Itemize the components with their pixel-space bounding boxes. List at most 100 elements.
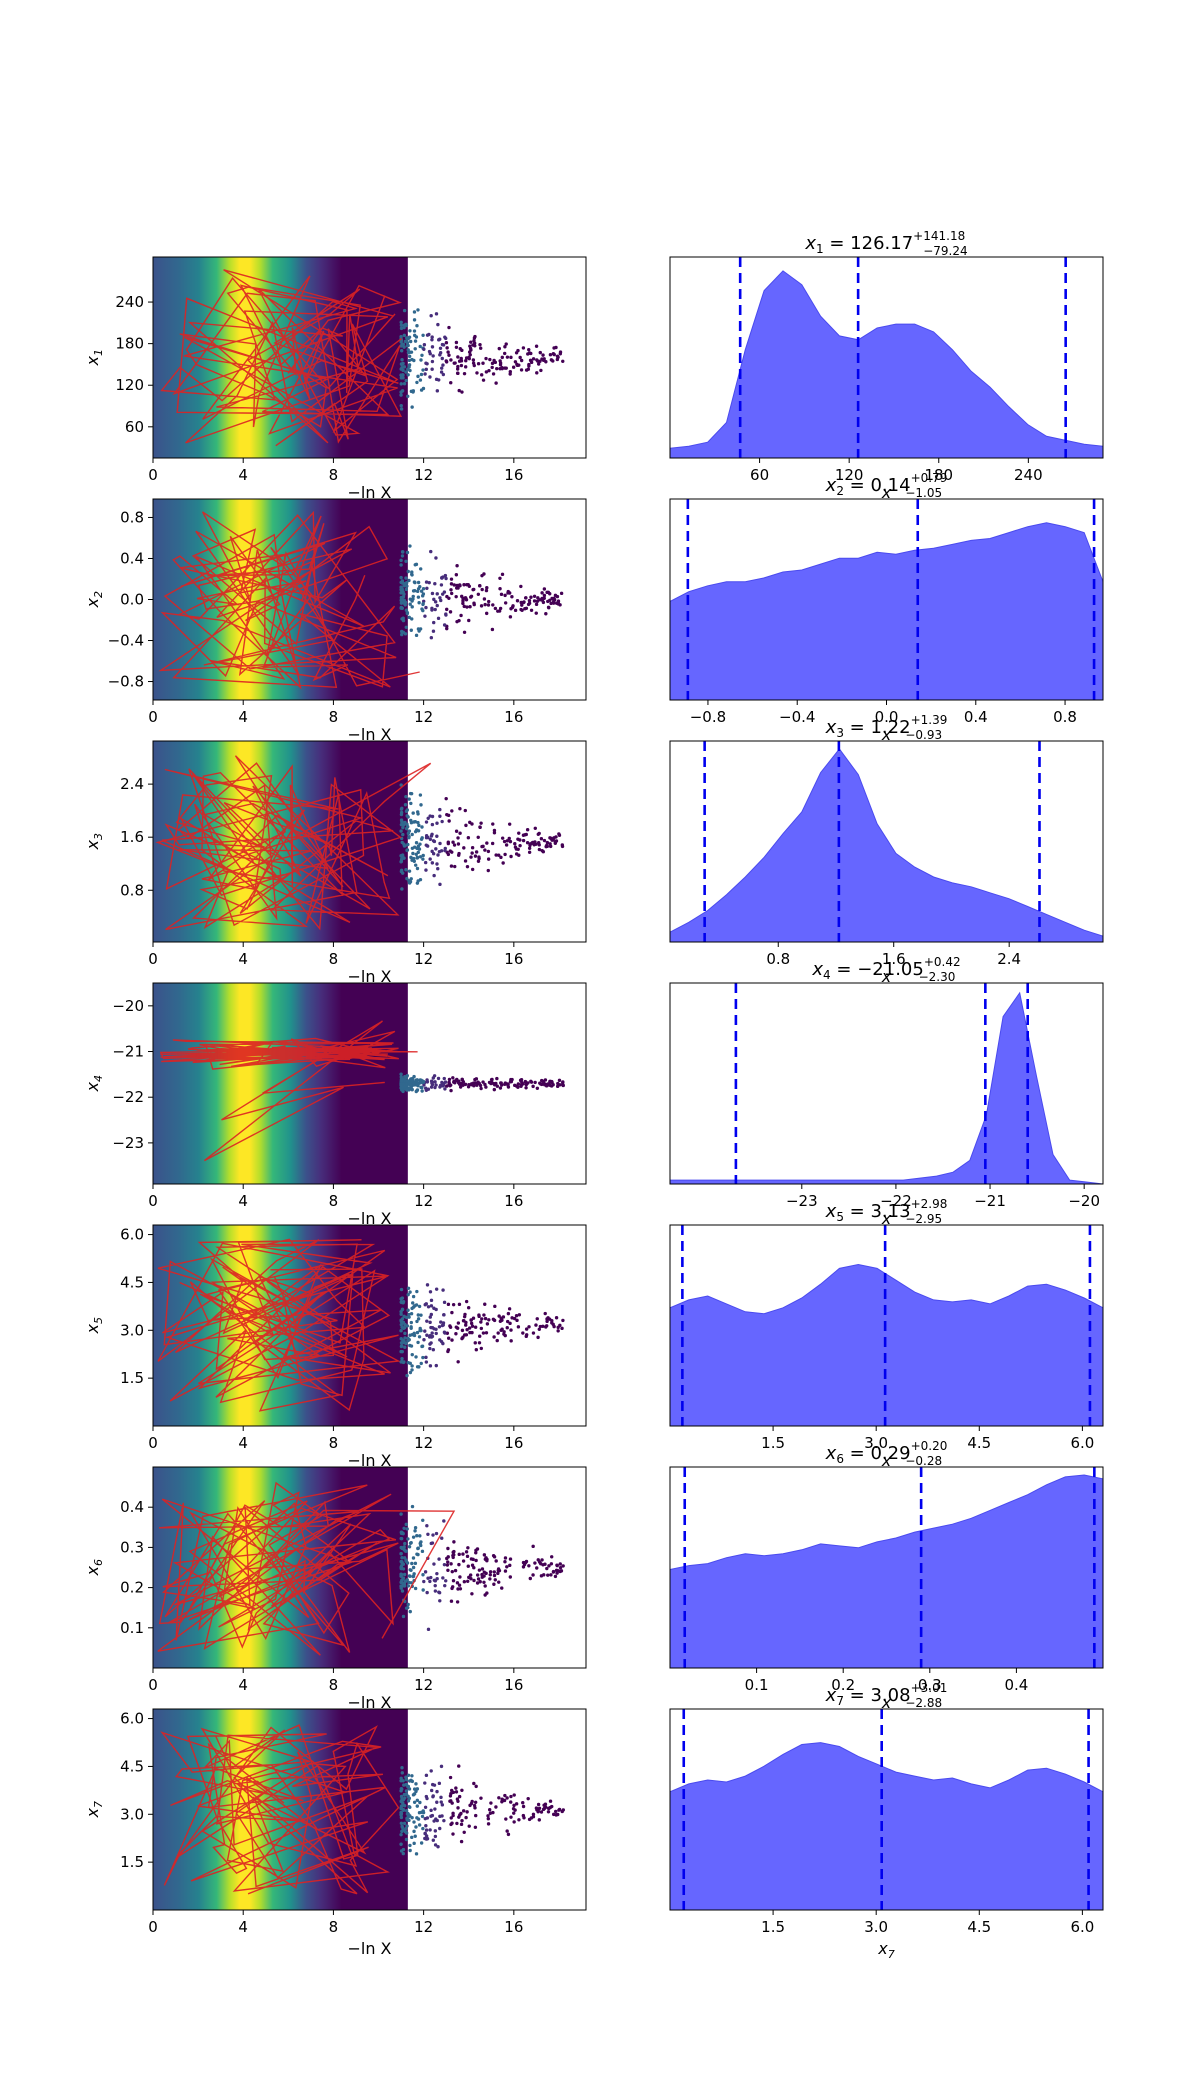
sample-point bbox=[550, 1321, 554, 1325]
sample-point bbox=[424, 1794, 429, 1799]
sample-point bbox=[418, 567, 423, 571]
sample-point bbox=[448, 1083, 453, 1087]
sample-point bbox=[464, 1323, 468, 1327]
posterior-title: x4 = −21.05+0.42 −2.30 bbox=[811, 955, 960, 984]
sample-point bbox=[531, 1573, 535, 1577]
sample-point bbox=[399, 1512, 403, 1516]
sample-point bbox=[412, 589, 417, 593]
sample-point bbox=[512, 1820, 516, 1824]
sample-point bbox=[509, 607, 513, 611]
sample-point bbox=[412, 1829, 416, 1834]
x-tick-label: 12 bbox=[414, 1676, 433, 1694]
sample-point bbox=[418, 793, 423, 797]
sample-point bbox=[479, 1796, 483, 1800]
sample-point bbox=[407, 358, 412, 363]
sample-point bbox=[408, 1805, 412, 1809]
sample-point bbox=[449, 381, 453, 385]
sample-point bbox=[474, 1347, 479, 1352]
posterior-density bbox=[670, 1263, 1103, 1426]
sample-point bbox=[419, 372, 424, 377]
sample-point bbox=[433, 1080, 437, 1084]
y-axis-label: x3 bbox=[83, 833, 105, 850]
x-tick-label: 0.4 bbox=[964, 708, 988, 726]
sample-point bbox=[400, 1084, 404, 1088]
sample-point bbox=[506, 1832, 511, 1837]
sample-point bbox=[414, 1789, 418, 1794]
posterior-density bbox=[670, 522, 1103, 700]
sample-point bbox=[484, 356, 488, 361]
sample-point bbox=[399, 403, 403, 408]
sample-point bbox=[422, 343, 427, 347]
sample-point bbox=[486, 1817, 491, 1821]
sample-point bbox=[557, 1078, 562, 1083]
sample-point bbox=[438, 596, 442, 600]
sample-point bbox=[399, 1072, 403, 1076]
sample-point bbox=[533, 826, 537, 830]
sample-point bbox=[480, 1317, 484, 1321]
sample-point bbox=[542, 838, 547, 843]
sample-point bbox=[437, 338, 441, 342]
sample-point bbox=[503, 1333, 507, 1338]
sample-point bbox=[425, 1319, 429, 1323]
x-tick-label: 60 bbox=[750, 466, 769, 484]
sample-point bbox=[440, 1323, 445, 1328]
sample-point bbox=[429, 549, 433, 554]
sample-point bbox=[514, 847, 519, 851]
sample-point bbox=[528, 1576, 533, 1581]
sample-point bbox=[414, 1080, 419, 1084]
posterior-title: x2 = 0.14+0.79 −1.05 bbox=[825, 471, 948, 500]
sample-point bbox=[435, 1800, 439, 1804]
sample-point bbox=[399, 585, 403, 589]
sample-point bbox=[406, 1292, 410, 1297]
x-tick-label: 240 bbox=[1014, 466, 1043, 484]
sample-point bbox=[545, 840, 550, 845]
sample-point bbox=[425, 1283, 430, 1287]
sample-point bbox=[400, 1561, 404, 1565]
sample-point bbox=[558, 1565, 563, 1570]
sample-point bbox=[431, 1348, 436, 1352]
sample-point bbox=[483, 602, 487, 607]
x-tick-label: 8 bbox=[329, 1676, 339, 1694]
sample-point bbox=[430, 591, 435, 596]
sample-point bbox=[542, 593, 547, 598]
x-tick-label: 0.4 bbox=[1004, 1676, 1028, 1694]
sample-point bbox=[429, 1341, 433, 1345]
sample-point bbox=[412, 1800, 417, 1804]
sample-point bbox=[399, 1360, 403, 1364]
sample-point bbox=[456, 1360, 460, 1364]
sample-point bbox=[402, 581, 407, 586]
sample-point bbox=[450, 809, 454, 813]
sample-point bbox=[455, 371, 460, 375]
sample-point bbox=[419, 1841, 424, 1845]
sample-point bbox=[414, 1089, 418, 1094]
sample-point bbox=[430, 1325, 435, 1330]
sample-point bbox=[489, 1077, 494, 1082]
sample-point bbox=[484, 1085, 488, 1089]
sample-point bbox=[509, 1800, 513, 1804]
sample-point bbox=[404, 1315, 409, 1320]
sample-point bbox=[399, 323, 404, 327]
sample-point bbox=[412, 1081, 416, 1086]
y-tick-label: 0.1 bbox=[120, 1619, 144, 1637]
posterior-density bbox=[670, 1742, 1103, 1910]
sample-point bbox=[449, 1788, 454, 1793]
sample-point bbox=[444, 1579, 448, 1583]
sample-point bbox=[449, 1816, 453, 1820]
sample-point bbox=[411, 594, 415, 599]
sample-point bbox=[420, 825, 424, 829]
sample-point bbox=[414, 1782, 418, 1786]
x-tick-label: 12 bbox=[414, 1192, 433, 1210]
sample-point bbox=[433, 607, 437, 612]
sample-point bbox=[450, 1338, 454, 1342]
sample-point bbox=[508, 1321, 512, 1326]
sample-point bbox=[473, 1325, 478, 1329]
sample-point bbox=[486, 1814, 490, 1818]
sample-point bbox=[499, 1081, 503, 1085]
sample-point bbox=[400, 1343, 404, 1348]
sample-point bbox=[409, 791, 414, 796]
sample-point bbox=[400, 1556, 404, 1560]
sample-point bbox=[503, 1793, 507, 1798]
sample-point bbox=[451, 1832, 455, 1836]
sample-point bbox=[415, 1787, 420, 1791]
